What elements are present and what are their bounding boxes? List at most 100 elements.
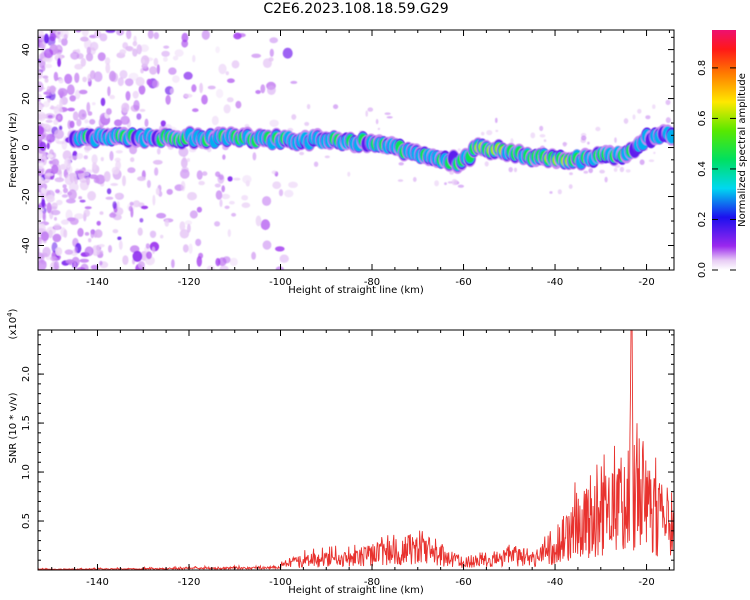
snr-scale-label: (x104) [6,308,19,339]
noise-speckle [169,88,174,95]
noise-speckle [45,119,53,123]
noise-speckle [84,119,89,124]
spectrogram-heat-layer [38,30,674,270]
noise-speckle [299,151,305,156]
noise-speckle [72,111,79,121]
noise-speckle [637,108,642,114]
colorbar-tick-label: 0.2 [697,212,708,228]
noise-speckle [451,178,458,186]
noise-speckle [46,154,54,159]
noise-speckle [57,115,61,120]
noise-speckle [233,177,241,181]
noise-speckle [484,161,489,167]
noise-speckle [44,77,49,83]
noise-speckle [233,32,242,40]
noise-speckle [481,131,485,136]
noise-speckle [184,220,193,226]
noise-speckle [138,85,146,95]
noise-speckle [76,118,82,127]
noise-speckle [413,177,417,182]
noise-speckle [57,31,61,35]
noise-speckle [645,115,651,120]
noise-speckle [221,185,225,193]
noise-speckle [105,62,111,74]
noise-speckle [549,191,553,194]
noise-speckle [252,152,257,161]
noise-speckle [48,229,53,239]
noise-speckle [86,46,92,55]
noise-speckle [648,159,655,162]
noise-speckle [82,76,87,83]
noise-speckle [54,177,65,183]
noise-speckle [174,49,184,57]
noise-speckle [199,82,204,94]
spectrogram-blobs [38,30,674,270]
noise-speckle [42,75,49,79]
noise-speckle [272,181,282,189]
snr-xtick-label: -60 [455,577,471,588]
noise-speckle [88,238,92,243]
noise-speckle [222,154,226,160]
noise-speckle [235,100,242,109]
figure-title: C2E6.2023.108.18.59.G29 [263,1,449,17]
noise-speckle [206,265,215,270]
noise-speckle [53,119,59,126]
noise-speckle [135,76,145,87]
noise-speckle [262,240,272,250]
noise-speckle [76,153,84,160]
noise-speckle [83,155,88,160]
noise-speckle [117,77,124,87]
noise-speckle [215,258,221,267]
noise-speckle [118,240,123,250]
noise-speckle [251,53,262,58]
noise-speckle [42,211,47,222]
noise-speckle [109,212,117,218]
noise-speckle [313,161,319,167]
snr-scale-suffix: ) [8,308,19,312]
noise-speckle [146,78,152,86]
noise-speckle [130,157,135,163]
noise-speckle [53,107,63,114]
noise-speckle [278,189,284,197]
noise-speckle [187,223,191,233]
noise-speckle [91,245,101,257]
noise-speckle [58,91,65,97]
noise-speckle [241,202,251,208]
noise-speckle [109,150,114,161]
spectrogram-panel: -140 -120 -100 -80 -60 -40 -20 -40 -20 0 20 40 Heig… [8,29,675,296]
snr-ytick-label: 1.0 [21,464,32,480]
noise-speckle [146,180,151,188]
noise-speckle [160,120,166,127]
noise-speckle [136,44,142,55]
noise-speckle [543,139,547,143]
noise-speckle [171,259,175,269]
noise-speckle [63,187,68,194]
noise-speckle [42,57,50,62]
noise-speckle [231,60,240,69]
noise-speckle [179,221,186,232]
noise-speckle [219,265,229,270]
noise-speckle [93,177,100,184]
colorbar-tick-label: 0.4 [697,161,708,177]
noise-speckle [207,85,216,90]
noise-speckle [271,170,277,175]
noise-speckle [163,56,168,62]
noise-speckle [64,158,72,168]
colorbar-gradient [712,30,736,270]
noise-speckle [665,117,671,124]
noise-speckle [486,130,493,136]
noise-speckle [192,108,199,113]
noise-speckle [306,104,311,110]
noise-speckle [255,90,261,94]
snr-xtick-label: -140 [86,577,109,588]
noise-speckle [275,266,284,270]
colorbar-label: Normalized spectral amplitude [737,73,748,227]
noise-speckle [152,159,163,165]
noise-speckle [110,183,119,186]
noise-speckle [38,238,43,245]
noise-speckle [160,234,164,239]
noise-speckle [56,199,63,206]
noise-speckle [156,148,161,155]
noise-speckle [53,223,61,230]
